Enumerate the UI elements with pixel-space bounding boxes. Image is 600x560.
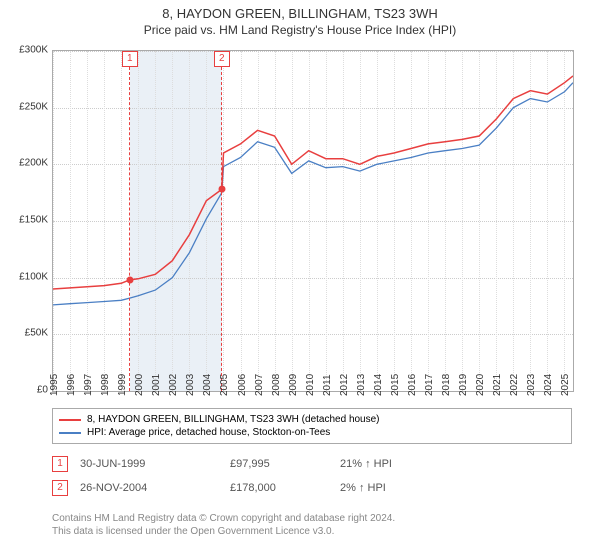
x-axis-label: 2019 <box>458 374 469 396</box>
legend-item: HPI: Average price, detached house, Stoc… <box>59 426 565 439</box>
x-axis-label: 2012 <box>339 374 350 396</box>
x-axis-label: 2004 <box>202 374 213 396</box>
marker-dot <box>126 276 133 283</box>
x-axis-label: 2010 <box>305 374 316 396</box>
transaction-row: 2 26-NOV-2004£178,0002% ↑ HPI <box>52 476 572 500</box>
x-axis-label: 2006 <box>237 374 248 396</box>
tx-marker: 2 <box>52 480 68 496</box>
x-axis-label: 2022 <box>509 374 520 396</box>
x-axis-label: 2017 <box>424 374 435 396</box>
legend-swatch <box>59 419 81 421</box>
tx-date: 30-JUN-1999 <box>80 458 230 470</box>
marker: 2 <box>214 51 230 391</box>
marker: 1 <box>122 51 138 391</box>
y-axis-label: £100K <box>19 271 48 282</box>
chart-container: 8, HAYDON GREEN, BILLINGHAM, TS23 3WH Pr… <box>0 0 600 560</box>
y-axis-label: £150K <box>19 215 48 226</box>
tx-marker: 1 <box>52 456 68 472</box>
legend-swatch <box>59 432 81 434</box>
tx-delta: 2% ↑ HPI <box>340 482 460 494</box>
x-axis-label: 2021 <box>492 374 503 396</box>
marker-line <box>221 67 222 391</box>
x-axis-label: 2005 <box>219 374 230 396</box>
x-axis-label: 2002 <box>168 374 179 396</box>
x-axis-label: 2016 <box>407 374 418 396</box>
legend-item: 8, HAYDON GREEN, BILLINGHAM, TS23 3WH (d… <box>59 413 565 426</box>
legend-label: 8, HAYDON GREEN, BILLINGHAM, TS23 3WH (d… <box>87 414 380 425</box>
x-axis-label: 1997 <box>83 374 94 396</box>
x-axis-label: 1995 <box>49 374 60 396</box>
x-axis-label: 2020 <box>475 374 486 396</box>
tx-price: £178,000 <box>230 482 340 494</box>
x-axis-label: 2025 <box>560 374 571 396</box>
x-axis-label: 2000 <box>134 374 145 396</box>
x-axis-label: 1999 <box>117 374 128 396</box>
transaction-table: 1 30-JUN-1999£97,99521% ↑ HPI 2 26-NOV-2004… <box>52 452 572 500</box>
x-axis-label: 1996 <box>66 374 77 396</box>
marker-dot <box>218 186 225 193</box>
title-line1: 8, HAYDON GREEN, BILLINGHAM, TS23 3WH <box>0 6 600 21</box>
x-axis-label: 2013 <box>356 374 367 396</box>
marker-label: 2 <box>214 51 230 67</box>
marker-label: 1 <box>122 51 138 67</box>
x-axis-label: 2007 <box>254 374 265 396</box>
y-axis-label: £200K <box>19 158 48 169</box>
chart-title: 8, HAYDON GREEN, BILLINGHAM, TS23 3WH Pr… <box>0 0 600 37</box>
marker-line <box>129 67 130 391</box>
footer-line1: Contains HM Land Registry data © Crown c… <box>52 512 572 525</box>
footer-line2: This data is licensed under the Open Gov… <box>52 525 572 538</box>
transaction-row: 1 30-JUN-1999£97,99521% ↑ HPI <box>52 452 572 476</box>
x-axis-label: 2011 <box>322 374 333 396</box>
y-axis-label: £300K <box>19 45 48 56</box>
x-axis-label: 1998 <box>100 374 111 396</box>
x-axis-label: 2014 <box>373 374 384 396</box>
legend: 8, HAYDON GREEN, BILLINGHAM, TS23 3WH (d… <box>52 408 572 444</box>
y-axis-label: £0 <box>37 385 48 396</box>
x-axis-label: 2023 <box>526 374 537 396</box>
y-axis-label: £250K <box>19 101 48 112</box>
x-axis-label: 2009 <box>288 374 299 396</box>
x-axis-label: 2018 <box>441 374 452 396</box>
y-axis-label: £50K <box>25 328 48 339</box>
x-axis-label: 2015 <box>390 374 401 396</box>
x-axis-label: 2001 <box>151 374 162 396</box>
x-axis-label: 2008 <box>271 374 282 396</box>
legend-label: HPI: Average price, detached house, Stoc… <box>87 427 330 438</box>
tx-price: £97,995 <box>230 458 340 470</box>
title-line2: Price paid vs. HM Land Registry's House … <box>0 23 600 37</box>
attribution: Contains HM Land Registry data © Crown c… <box>52 512 572 538</box>
x-axis-label: 2024 <box>543 374 554 396</box>
plot-area: 12 <box>52 50 574 392</box>
tx-date: 26-NOV-2004 <box>80 482 230 494</box>
tx-delta: 21% ↑ HPI <box>340 458 460 470</box>
x-axis-label: 2003 <box>185 374 196 396</box>
